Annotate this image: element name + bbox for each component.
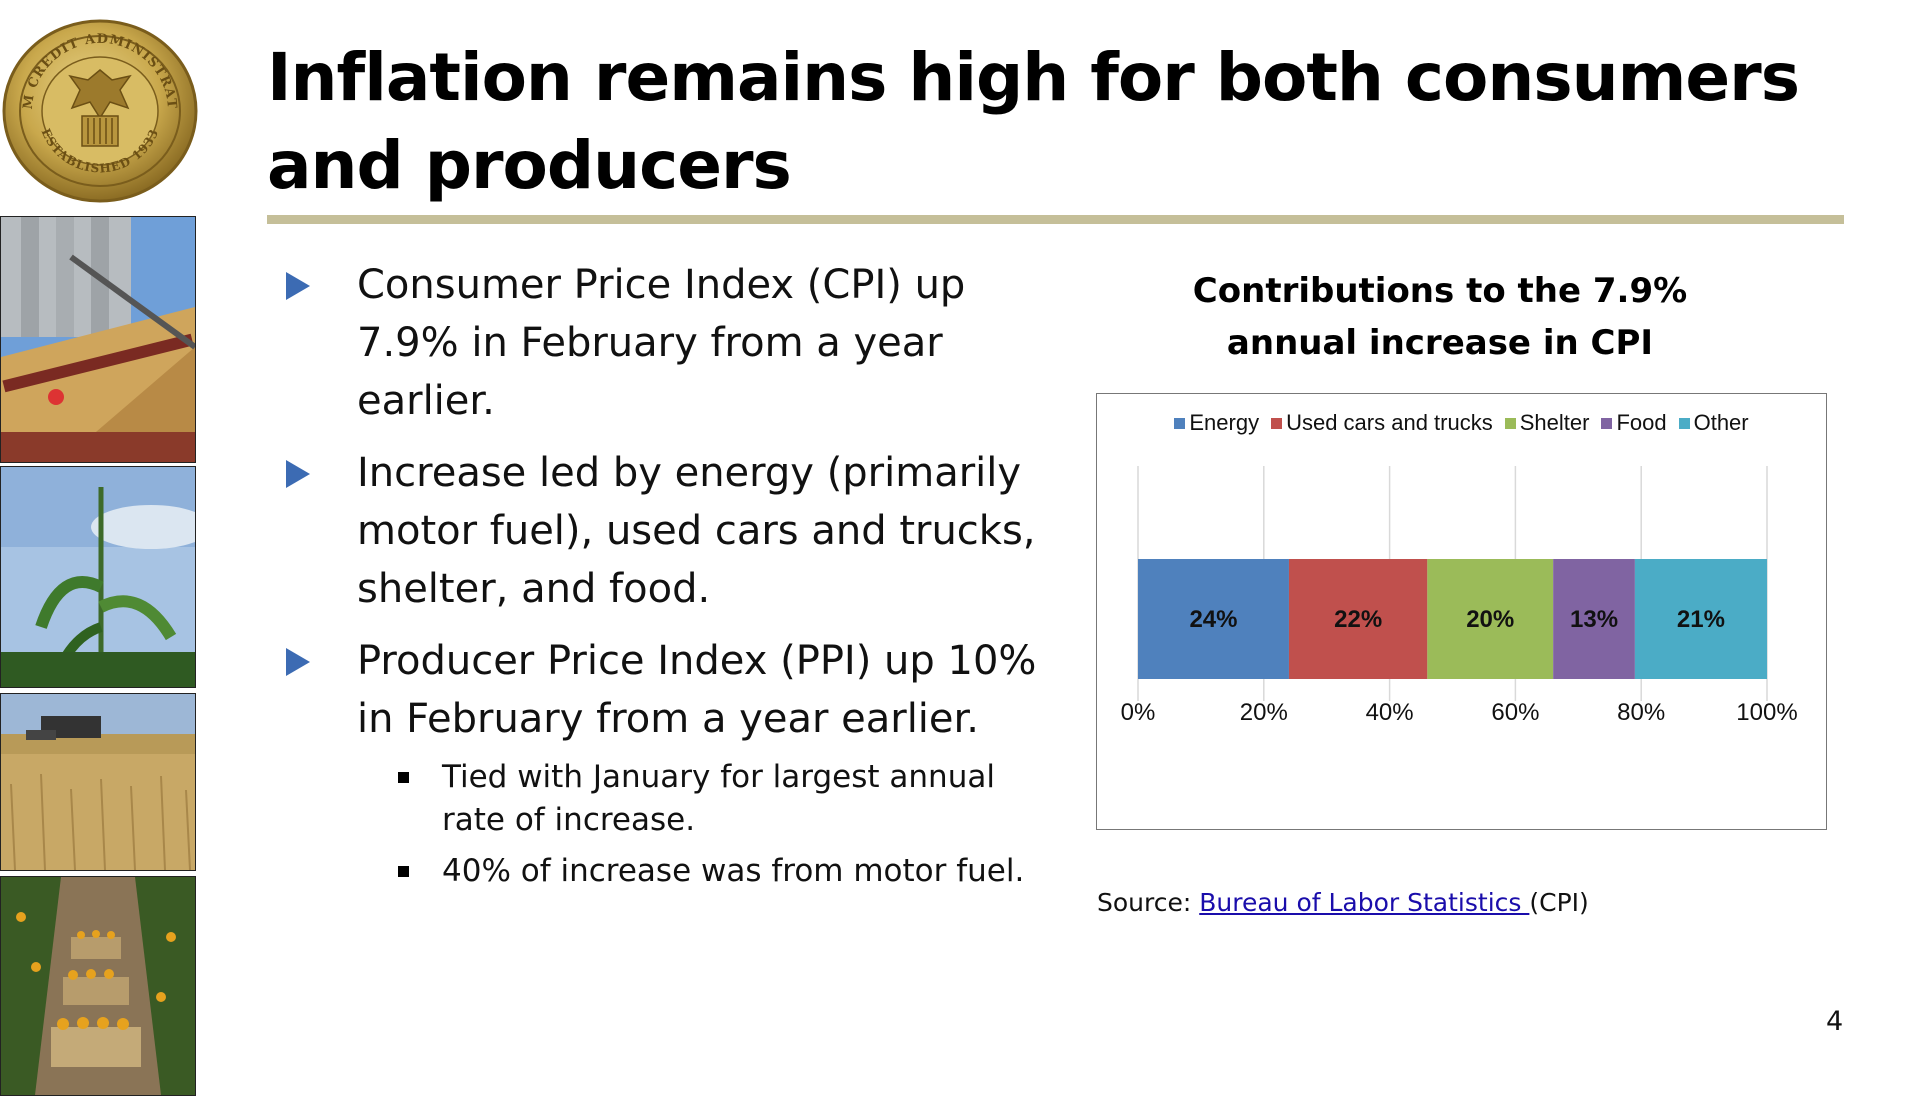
citrus-orchard-photo <box>0 876 196 1096</box>
triangle-bullet-icon <box>286 272 310 300</box>
chart-title: Contributions to the 7.9% annual increas… <box>1192 271 1688 363</box>
legend-label: Food <box>1616 410 1667 435</box>
bullet-text: Producer Price Index (PPI) up 10% in Feb… <box>357 638 1037 742</box>
slide-title: Inflation remains high for both consumer… <box>267 39 1800 204</box>
legend-swatch <box>1678 417 1690 429</box>
triangle-bullet-icon <box>286 648 310 676</box>
sub-bullet-text: Tied with January for largest annual rat… <box>442 759 995 838</box>
legend-label: Shelter <box>1519 410 1590 435</box>
x-tick-label: 40% <box>1366 699 1414 726</box>
corn-plant-photo <box>0 466 196 688</box>
x-tick-label: 100% <box>1736 699 1797 726</box>
legend-item-energy: Energy <box>1174 410 1259 436</box>
grain-elevator-photo <box>0 216 196 463</box>
bar-segment-shelter <box>1427 559 1554 679</box>
source-suffix: (CPI) <box>1529 888 1589 917</box>
square-bullet-icon <box>398 866 409 877</box>
x-tick-label: 60% <box>1491 699 1539 726</box>
chart-container: Energy Used cars and trucks Shelter Food Oth… <box>1096 393 1827 830</box>
bullet-text: Increase led by energy (primarily motor … <box>357 450 1036 612</box>
source-note: Source: Bureau of Labor Statistics (CPI) <box>1097 888 1589 917</box>
sub-bullet-text: 40% of increase was from motor fuel. <box>442 853 1025 889</box>
legend-label: Other <box>1693 410 1749 435</box>
bullet-text: Consumer Price Index (CPI) up 7.9% in Fe… <box>357 262 966 424</box>
legend-item-used-cars-and-trucks: Used cars and trucks <box>1271 410 1493 436</box>
data-label: 24% <box>1189 606 1237 633</box>
source-prefix: Source: <box>1097 888 1200 917</box>
bullet-list: Consumer Price Index (CPI) up 7.9% in Fe… <box>280 256 1040 901</box>
x-tick-label: 0% <box>1121 699 1156 726</box>
bar-segment-food <box>1553 559 1635 679</box>
data-label: 22% <box>1334 606 1382 633</box>
legend-swatch <box>1601 417 1613 429</box>
bullet-item: Increase led by energy (primarily motor … <box>280 444 1040 618</box>
bls-source-link[interactable]: Bureau of Labor Statistics <box>1199 888 1530 917</box>
data-label: 20% <box>1466 606 1514 633</box>
legend-item-other: Other <box>1678 410 1749 436</box>
bar-segment-other <box>1634 559 1767 679</box>
sub-bullet-item: 40% of increase was from motor fuel. <box>280 850 1040 893</box>
square-bullet-icon <box>398 772 409 783</box>
bullet-item: Producer Price Index (PPI) up 10% in Feb… <box>280 632 1040 748</box>
legend-swatch <box>1271 417 1283 429</box>
sidebar-images: FARM CREDIT ADMINISTRATION ESTABLISHED 1… <box>0 0 200 1096</box>
bullet-item: Consumer Price Index (CPI) up 7.9% in Fe… <box>280 256 1040 430</box>
bar-segment-used-cars-and-trucks <box>1288 559 1428 679</box>
legend-item-shelter: Shelter <box>1504 410 1590 436</box>
sub-bullet-item: Tied with January for largest annual rat… <box>280 756 1040 842</box>
title-divider <box>267 215 1844 224</box>
x-tick-label: 80% <box>1617 699 1665 726</box>
legend-label: Energy <box>1189 410 1260 435</box>
wheat-harvest-photo <box>0 693 196 871</box>
triangle-bullet-icon <box>286 460 310 488</box>
legend-label: Used cars and trucks <box>1286 410 1493 435</box>
legend-item-food: Food <box>1601 410 1667 436</box>
data-label: 13% <box>1570 606 1618 633</box>
chart-plot: 0% 20% 40% 60% 80% 100% 24% 22% 20% 13% 21% <box>1121 466 1798 726</box>
chart-legend: Energy Used cars and trucks Shelter Food Oth… <box>1097 410 1826 436</box>
page-number: 4 <box>1826 1006 1844 1037</box>
data-label: 21% <box>1677 606 1725 633</box>
legend-swatch <box>1174 417 1186 429</box>
fca-seal-logo: FARM CREDIT ADMINISTRATION ESTABLISHED 1… <box>2 18 198 203</box>
legend-swatch <box>1504 417 1516 429</box>
x-tick-label: 20% <box>1240 699 1288 726</box>
bar-segment-energy <box>1138 559 1289 679</box>
